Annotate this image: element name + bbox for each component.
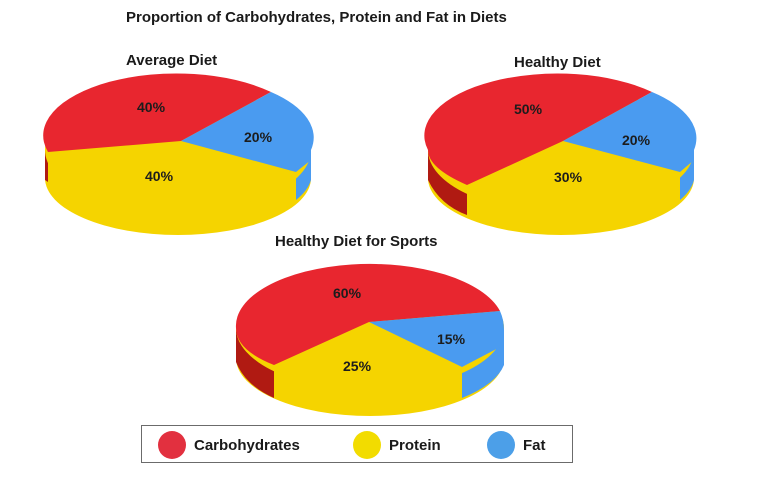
slice-fat [369,311,504,367]
label-protein: 40% [145,168,174,184]
chart-title: Proportion of Carbohydrates, Protein and… [126,9,507,26]
slice-carbohydrates [43,73,272,152]
legend-label: Carbohydrates [194,436,300,454]
legend-item-fat: Fat [487,431,546,459]
legend-label: Protein [389,436,441,454]
slice-fat [563,92,697,172]
legend-item-protein: Protein [353,431,441,459]
legend: Carbohydrates Protein Fat [141,425,573,463]
pie-title-healthy-diet-sports: Healthy Diet for Sports [275,233,438,250]
label-carbohydrates: 40% [137,99,166,115]
slice-carbohydrates [424,73,652,185]
slice-carbohydrates [235,263,500,365]
legend-item-carbohydrates: Carbohydrates [158,431,300,459]
pie-healthy-diet-sports: 60% 15% 25% [235,263,504,416]
pie-average-diet: 40% 20% 40% [43,73,314,235]
label-fat: 20% [622,132,651,148]
legend-label: Fat [523,436,546,454]
protein-swatch-icon [353,431,381,459]
slice-fat [181,92,314,172]
label-protein: 30% [554,169,583,185]
fat-swatch-icon [487,431,515,459]
label-fat: 15% [437,331,466,347]
carbohydrates-swatch-icon [158,431,186,459]
label-carbohydrates: 50% [514,101,543,117]
pie-title-average-diet: Average Diet [126,52,218,69]
label-carbohydrates: 60% [333,285,362,301]
pie-title-healthy-diet: Healthy Diet [514,54,601,71]
label-protein: 25% [343,358,372,374]
pie-healthy-diet: 50% 20% 30% [424,73,697,235]
label-fat: 20% [244,129,273,145]
